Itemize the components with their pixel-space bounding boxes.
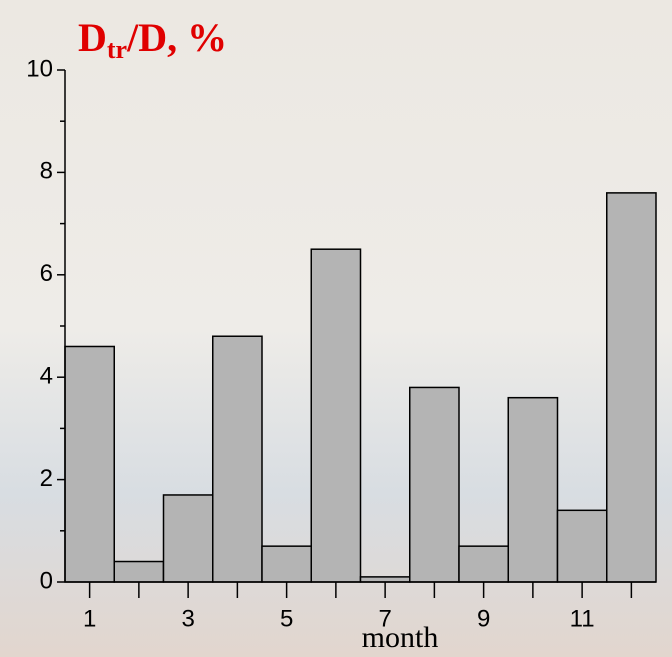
y-tick-label: 6 (40, 260, 53, 287)
y-tick-label: 4 (40, 363, 53, 390)
bar (113, 560, 165, 583)
y-tick-label: 2 (40, 465, 53, 492)
chart-title: Dtr/D, % (78, 15, 227, 64)
y-tick-label: 0 (40, 567, 53, 594)
bar (409, 386, 460, 583)
x-tick-label: 7 (378, 605, 391, 632)
bar (64, 345, 115, 583)
x-tick-label: 11 (570, 605, 595, 632)
title-subscript: tr (107, 35, 127, 64)
bar (359, 576, 411, 583)
x-axis-label: month (362, 621, 439, 654)
y-tick-label: 8 (40, 158, 53, 185)
bar (556, 509, 608, 583)
bar (212, 335, 263, 583)
bar (310, 248, 362, 583)
y-tick-label: 10 (26, 55, 53, 82)
x-tick-label: 9 (477, 605, 490, 632)
x-tick-label: 5 (280, 605, 293, 632)
bar (458, 545, 509, 583)
x-tick-label: 1 (83, 605, 96, 632)
bar (162, 494, 214, 583)
title-main: D (78, 15, 107, 60)
bar (261, 545, 312, 583)
x-tick-label: 3 (181, 605, 194, 632)
bar (606, 192, 657, 583)
title-rest: /D, % (126, 15, 227, 60)
bar (507, 396, 559, 583)
